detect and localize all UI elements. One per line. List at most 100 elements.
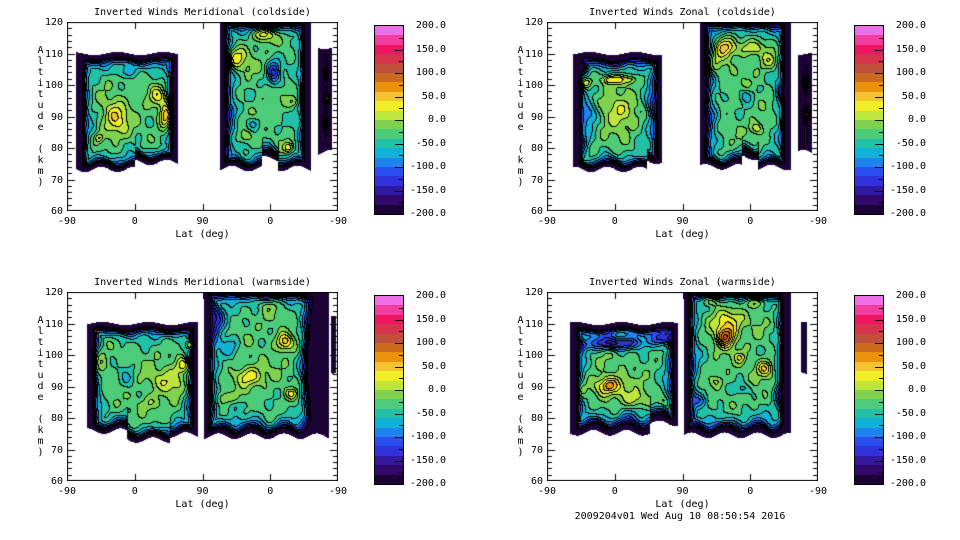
colorbar-band bbox=[375, 474, 403, 485]
colorbar-band bbox=[375, 138, 403, 149]
colorbar-label: 200.0 bbox=[895, 290, 926, 301]
colorbar-band bbox=[375, 408, 403, 419]
colorbar-band bbox=[375, 352, 403, 363]
colorbar-tick bbox=[875, 167, 883, 168]
colorbar-tick bbox=[875, 390, 883, 391]
colorbar-band bbox=[375, 44, 403, 55]
colorbar-band bbox=[855, 26, 883, 36]
colorbar-tick bbox=[879, 178, 883, 180]
colorbar-band bbox=[855, 120, 883, 130]
colorbar-label: -100.0 bbox=[409, 431, 446, 442]
x-tick-label: -90 bbox=[537, 486, 557, 497]
colorbar-label: 100.0 bbox=[895, 337, 926, 348]
colorbar-label: -200.0 bbox=[889, 478, 926, 489]
y-tick-label: 100 bbox=[524, 80, 543, 91]
x-tick-label: 0 bbox=[747, 486, 754, 497]
colorbar-tick bbox=[395, 120, 403, 121]
colorbar-tick bbox=[879, 84, 883, 86]
colorbar-band bbox=[855, 129, 883, 140]
colorbar-band bbox=[375, 361, 403, 372]
colorbar-band bbox=[855, 110, 883, 121]
colorbar-tick bbox=[875, 437, 883, 438]
x-tick-label: -90 bbox=[808, 216, 828, 227]
colorbar bbox=[854, 295, 884, 485]
colorbar bbox=[374, 295, 404, 485]
colorbar-tick bbox=[875, 319, 883, 321]
colorbar-band bbox=[855, 54, 883, 65]
colorbar-tick bbox=[879, 401, 883, 403]
colorbar-label: -100.0 bbox=[889, 161, 926, 172]
colorbar-band bbox=[855, 138, 883, 149]
colorbar-band bbox=[375, 465, 403, 476]
colorbar-tick bbox=[879, 202, 883, 204]
colorbar-band bbox=[375, 446, 403, 457]
y-tick-label: 90 bbox=[530, 381, 543, 393]
colorbar-tick bbox=[399, 307, 403, 309]
colorbar-band bbox=[855, 408, 883, 419]
colorbar-tick bbox=[399, 178, 403, 180]
colorbar-label: 100.0 bbox=[415, 67, 446, 78]
colorbar-band bbox=[855, 73, 883, 83]
y-tick-label: 90 bbox=[50, 381, 63, 393]
colorbar-label: 50.0 bbox=[901, 90, 926, 102]
y-tick-label: 120 bbox=[44, 287, 63, 298]
footer-timestamp: 2009204v01 Wed Aug 10 08:50:54 2016 bbox=[574, 511, 786, 522]
y-tick-label: 80 bbox=[50, 413, 63, 424]
plot-title: Inverted Winds Meridional (coldside) bbox=[94, 7, 311, 18]
y-tick-label: 60 bbox=[50, 206, 63, 217]
colorbar-band bbox=[375, 26, 403, 36]
colorbar-tick bbox=[399, 155, 403, 157]
contour-canvas bbox=[547, 22, 818, 211]
colorbar-band bbox=[375, 380, 403, 391]
panel-meridional-warmside: Inverted Winds Meridional (warmside) Lat… bbox=[0, 270, 480, 540]
colorbar-label: -150.0 bbox=[889, 184, 926, 196]
colorbar-tick bbox=[879, 37, 883, 39]
colorbar-label: -50.0 bbox=[895, 407, 926, 419]
colorbar-tick bbox=[879, 61, 883, 63]
colorbar-tick bbox=[875, 190, 883, 192]
colorbar-tick bbox=[875, 460, 883, 462]
colorbar-tick bbox=[395, 167, 403, 168]
colorbar-label: -50.0 bbox=[415, 137, 446, 149]
colorbar-tick bbox=[879, 155, 883, 157]
colorbar-label: 200.0 bbox=[415, 290, 446, 301]
x-axis-label: Lat (deg) bbox=[175, 499, 230, 510]
colorbar-tick bbox=[395, 437, 403, 438]
panel-meridional-coldside: Inverted Winds Meridional (coldside) Lat… bbox=[0, 0, 480, 270]
colorbar-tick bbox=[399, 472, 403, 474]
x-tick-label: 90 bbox=[196, 216, 209, 227]
colorbar-band bbox=[855, 148, 883, 159]
contour-canvas bbox=[547, 292, 818, 481]
y-tick-label: 110 bbox=[44, 318, 63, 330]
colorbar-band bbox=[375, 333, 403, 344]
colorbar-band bbox=[375, 73, 403, 83]
colorbar-band bbox=[375, 343, 403, 353]
y-tick-label: 90 bbox=[530, 111, 543, 123]
x-tick-label: 0 bbox=[747, 216, 754, 227]
y-tick-label: 80 bbox=[530, 143, 543, 154]
colorbar-label: 150.0 bbox=[415, 43, 446, 55]
colorbar-band bbox=[855, 446, 883, 457]
plot-title: Inverted Winds Meridional (warmside) bbox=[94, 277, 311, 288]
y-tick-label: 70 bbox=[530, 174, 543, 186]
colorbar-tick bbox=[879, 331, 883, 333]
colorbar-band bbox=[855, 437, 883, 447]
x-tick-label: 90 bbox=[196, 486, 209, 497]
colorbar-label: -50.0 bbox=[895, 137, 926, 149]
colorbar-tick bbox=[879, 131, 883, 133]
y-tick-label: 120 bbox=[524, 17, 543, 28]
x-axis-label: Lat (deg) bbox=[655, 499, 710, 510]
y-tick-label: 100 bbox=[44, 80, 63, 91]
colorbar-band bbox=[375, 157, 403, 168]
colorbar-band bbox=[855, 82, 883, 93]
colorbar-band bbox=[855, 343, 883, 353]
x-axis-label: Lat (deg) bbox=[175, 229, 230, 240]
colorbar-band bbox=[375, 101, 403, 112]
colorbar-label: -50.0 bbox=[415, 407, 446, 419]
colorbar-tick bbox=[875, 143, 883, 145]
colorbar-label: 0.0 bbox=[427, 114, 446, 125]
colorbar-tick bbox=[879, 378, 883, 380]
colorbar-band bbox=[855, 204, 883, 215]
contour-canvas bbox=[67, 22, 338, 211]
colorbar-label: -100.0 bbox=[409, 161, 446, 172]
